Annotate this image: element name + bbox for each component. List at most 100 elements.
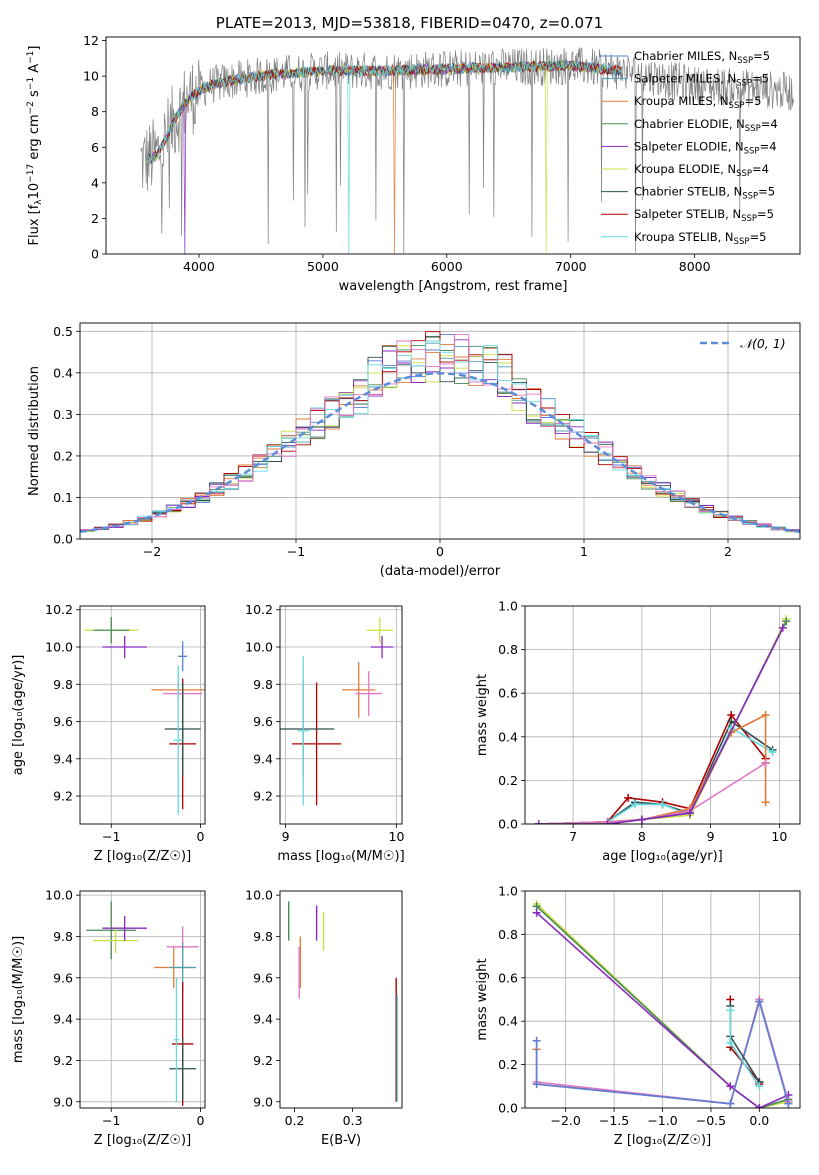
mass-weight-marker — [726, 1082, 735, 1091]
model-spectrum — [146, 60, 623, 254]
mass-weight-marker — [726, 1038, 735, 1047]
y-tick-label: 0.0 — [498, 817, 518, 832]
mass-weight-marker — [624, 793, 633, 802]
mass-weight-line — [536, 912, 789, 1108]
panel-3-frame — [79, 605, 206, 825]
panel-6-axes — [76, 891, 205, 1112]
panel-6-plot-area — [86, 901, 199, 1106]
y-tick-label: 1.0 — [498, 599, 518, 614]
model-spectrum — [146, 60, 623, 254]
residual-histogram — [80, 334, 800, 532]
x-tick-label: −1.0 — [647, 1113, 677, 1128]
panel-2-axes — [76, 323, 800, 543]
x-tick-label: 9 — [282, 829, 290, 844]
x-tick-label: 0.2 — [285, 1113, 305, 1128]
y-tick-label: 10.0 — [45, 888, 73, 903]
y-tick-label: 0.8 — [498, 927, 518, 942]
y-tick-label: 9.8 — [53, 677, 73, 692]
mass-weight-marker — [755, 997, 764, 1006]
x-tick-label: 0 — [197, 829, 205, 844]
x-tick-label: 8 — [638, 829, 646, 844]
legend-label: 𝒩(0, 1) — [740, 336, 786, 351]
y-tick-label: 1.0 — [498, 884, 518, 899]
mass-weight-marker — [532, 1080, 541, 1089]
y-tick-label: 9.8 — [253, 677, 273, 692]
y-tick-label: 9.0 — [253, 1094, 273, 1109]
mass-weight-marker — [726, 1006, 735, 1015]
legend-label: Salpeter ELODIE, NSSP=4 — [634, 139, 777, 156]
model-spectrum — [146, 60, 623, 163]
x-tick-label: 7 — [569, 829, 577, 844]
x-tick-label: 0 — [436, 544, 444, 559]
y-tick-label: 10.0 — [45, 639, 73, 654]
legend-label: Kroupa STELIB, NSSP=5 — [634, 230, 766, 247]
y-tick-label: 6 — [91, 140, 99, 155]
y-tick-label: 9.2 — [253, 789, 273, 804]
mass-weight-marker — [726, 1099, 735, 1108]
x-tick-label: −1.5 — [599, 1113, 629, 1128]
panel-5-frame — [524, 605, 801, 825]
y-tick-label: 0.4 — [498, 1014, 518, 1029]
y-tick-label: 0.8 — [498, 642, 518, 657]
x-tick-label: 4000 — [183, 259, 215, 274]
x-tick-label: 10 — [389, 829, 405, 844]
y-tick-label: 0.1 — [53, 490, 73, 505]
y-tick-label: 0.0 — [53, 532, 73, 547]
mass-weight-marker — [761, 711, 770, 719]
mass-weight-marker — [782, 617, 791, 626]
panel-7-axes — [276, 894, 354, 1112]
mass-weight-line — [538, 713, 767, 824]
residual-histogram — [80, 340, 800, 533]
mass-weight-marker — [637, 815, 646, 824]
y-tick-label: 0.2 — [498, 773, 518, 788]
legend-label: Salpeter STELIB, NSSP=5 — [634, 207, 774, 224]
mass-weight-marker — [631, 800, 639, 809]
mass-weight-marker — [658, 800, 667, 809]
x-axis-label: (data-model)/error — [380, 564, 501, 579]
y-axis-label: Normed distribution — [27, 366, 42, 496]
y-axis-label: Flux [fλ10−17 erg cm−2 s−1 A−1] — [26, 46, 44, 246]
mass-weight-marker — [768, 748, 777, 757]
y-tick-label: 9.6 — [53, 714, 73, 729]
y-tick-label: 0.2 — [498, 1057, 518, 1072]
y-tick-label: 0.3 — [53, 407, 73, 422]
mass-weight-marker — [532, 1036, 541, 1045]
model-spectrum — [146, 60, 623, 254]
x-tick-label: 10 — [771, 829, 787, 844]
model-spectrum — [146, 59, 623, 254]
observed-spectrum — [140, 47, 795, 254]
x-tick-label: 0 — [197, 1113, 205, 1128]
y-axis-label: mass weight — [475, 958, 490, 1040]
y-tick-label: 4 — [91, 175, 99, 190]
panel-3-axes — [76, 606, 205, 828]
x-axis-label: Z [log₁₀(Z/Z☉)] — [94, 849, 191, 864]
x-tick-label: −1 — [102, 829, 120, 844]
panel-3-plot-area — [84, 617, 205, 815]
mass-weight-marker — [761, 798, 770, 807]
mass-weight-marker — [532, 908, 541, 917]
x-axis-label: wavelength [Angstrom, rest frame] — [339, 279, 568, 294]
y-tick-label: 9.2 — [253, 1053, 273, 1068]
y-tick-label: 0.4 — [53, 365, 73, 380]
y-tick-label: 9.4 — [253, 751, 273, 766]
y-tick-label: 8 — [91, 104, 99, 119]
x-tick-label: −1 — [287, 544, 305, 559]
x-tick-label: 8000 — [679, 259, 711, 274]
y-tick-label: 10.0 — [245, 888, 273, 903]
x-tick-label: 9 — [707, 829, 715, 844]
mass-weight-marker — [755, 1104, 764, 1108]
y-tick-label: 0.4 — [498, 729, 518, 744]
mass-weight-marker — [778, 623, 787, 632]
y-tick-label: 0 — [91, 247, 99, 262]
y-axis-label: mass [log₁₀(M/M☉)] — [11, 936, 26, 1063]
chart-title: PLATE=2013, MJD=53818, FIBERID=0470, z=0… — [216, 14, 603, 32]
panel-1-frame — [105, 36, 801, 255]
y-tick-label: 9.6 — [253, 970, 273, 985]
legend-label: Chabrier ELODIE, NSSP=4 — [634, 117, 778, 134]
y-tick-label: 9.8 — [53, 929, 73, 944]
x-tick-label: 6000 — [431, 259, 463, 274]
x-tick-label: −1 — [102, 1113, 120, 1128]
panel-4-axes — [276, 606, 402, 828]
y-tick-label: 9.4 — [253, 1012, 273, 1027]
